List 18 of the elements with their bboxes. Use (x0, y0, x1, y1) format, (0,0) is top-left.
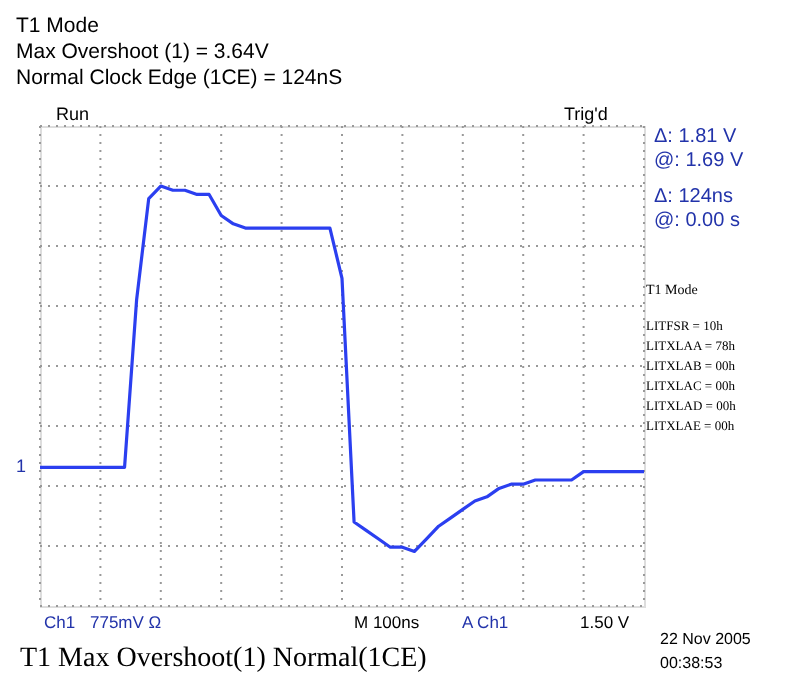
text: Normal Clock Edge (1CE) = 124nS (16, 66, 343, 90)
text: Ch1 (44, 612, 76, 632)
text: Max Overshoot (1) = 3.64V (16, 40, 269, 64)
chart-title: T1 Mode (16, 14, 100, 38)
text: @: 0.00 s (654, 210, 740, 232)
text: 00:38:53 (660, 654, 724, 672)
text: 1.50 V (580, 612, 630, 632)
text: 775mV Ω (90, 612, 162, 632)
text: Run (56, 104, 90, 124)
text: T1 Max Overshoot(1) Normal(1CE) (20, 644, 428, 674)
text: Δ: 124ns (654, 186, 733, 208)
text: A Ch1 (462, 612, 509, 632)
text: 1 (16, 456, 27, 476)
text: 22 Nov 2005 (660, 630, 752, 648)
text: @: 1.69 V (654, 150, 744, 172)
text: Trig'd (564, 104, 608, 124)
text: Δ: 1.81 V (654, 126, 737, 148)
text: M 100ns (354, 612, 420, 632)
